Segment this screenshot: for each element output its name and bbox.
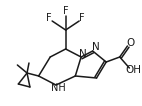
Text: O: O [126, 38, 134, 48]
Text: F: F [46, 13, 52, 23]
Text: N: N [92, 42, 99, 52]
Text: N: N [79, 49, 87, 59]
Text: F: F [63, 6, 68, 16]
Text: NH: NH [51, 83, 65, 93]
Text: OH: OH [125, 65, 141, 75]
Text: F: F [79, 13, 85, 23]
